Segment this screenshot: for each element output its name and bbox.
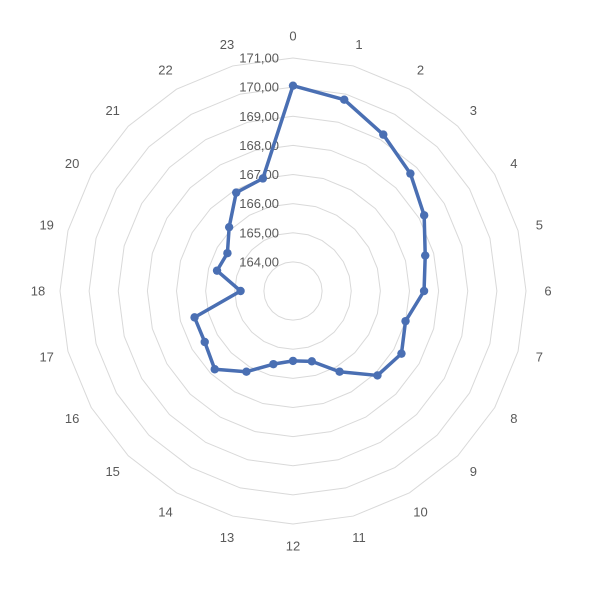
category-label: 18	[31, 284, 45, 299]
grid-layer	[60, 58, 526, 524]
category-label: 9	[470, 464, 477, 479]
tick-label: 171,00	[239, 51, 279, 66]
data-point	[213, 266, 221, 274]
series-layer	[190, 81, 429, 379]
grid-ring	[118, 116, 468, 466]
category-label: 2	[417, 63, 424, 78]
category-label: 6	[544, 284, 551, 299]
data-point	[211, 365, 219, 373]
category-label: 3	[470, 103, 477, 118]
category-label: 8	[510, 411, 517, 426]
data-point	[421, 251, 429, 259]
data-point	[269, 360, 277, 368]
data-point	[340, 96, 348, 104]
data-point	[190, 313, 198, 321]
data-point	[397, 349, 405, 357]
data-point	[289, 357, 297, 365]
category-label: 10	[413, 504, 427, 519]
category-label: 5	[536, 218, 543, 233]
data-point	[223, 249, 231, 257]
data-point	[406, 169, 414, 177]
grid-ring	[60, 58, 526, 524]
data-point	[289, 81, 297, 89]
category-label: 22	[158, 63, 172, 78]
data-point	[335, 368, 343, 376]
grid-ring	[147, 145, 438, 436]
grid-ring	[89, 87, 497, 495]
category-label: 15	[105, 464, 119, 479]
category-label: 19	[39, 218, 53, 233]
category-label: 0	[289, 29, 296, 44]
tick-label: 165,00	[239, 225, 279, 240]
data-point	[259, 174, 267, 182]
data-point	[242, 368, 250, 376]
data-point	[225, 223, 233, 231]
data-point	[379, 130, 387, 138]
tick-label: 164,00	[239, 254, 279, 269]
tick-label: 169,00	[239, 109, 279, 124]
category-label: 20	[65, 156, 79, 171]
data-point	[236, 287, 244, 295]
data-point	[232, 188, 240, 196]
category-label: 21	[105, 103, 119, 118]
category-label: 13	[220, 530, 234, 545]
category-label: 11	[352, 530, 366, 545]
data-point	[201, 338, 209, 346]
tick-label: 170,00	[239, 80, 279, 95]
data-point	[401, 317, 409, 325]
tick-label: 166,00	[239, 196, 279, 211]
grid-ring	[264, 262, 322, 320]
category-label: 16	[65, 411, 79, 426]
data-point	[373, 371, 381, 379]
data-point	[420, 287, 428, 295]
category-label: 23	[220, 37, 234, 52]
category-label: 17	[39, 350, 53, 365]
category-label: 4	[510, 156, 517, 171]
data-point	[420, 211, 428, 219]
category-label: 1	[355, 37, 362, 52]
category-label: 7	[536, 350, 543, 365]
data-point	[308, 357, 316, 365]
category-label: 12	[286, 539, 300, 554]
tick-labels: 164,00165,00166,00167,00168,00169,00170,…	[239, 51, 279, 270]
grid-ring	[235, 233, 352, 350]
category-label: 14	[158, 504, 172, 519]
